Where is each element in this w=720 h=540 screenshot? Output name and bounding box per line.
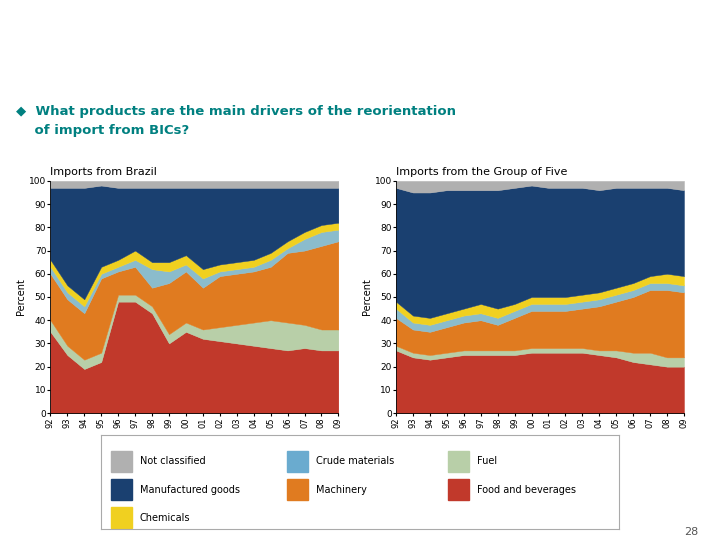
Bar (448, 451, 469, 471)
Bar (287, 451, 308, 471)
Text: Sector Composition of Reorientation: Sector Composition of Reorientation (13, 18, 500, 43)
Y-axis label: Percent: Percent (362, 279, 372, 315)
Text: 28: 28 (684, 527, 698, 537)
Text: of import from BICs?: of import from BICs? (16, 124, 189, 137)
Text: Machinery: Machinery (316, 484, 366, 495)
Bar (448, 479, 469, 500)
Text: Imports from the Group of Five: Imports from the Group of Five (396, 167, 567, 177)
Text: Food and beverages: Food and beverages (477, 484, 576, 495)
Bar (111, 508, 132, 528)
Y-axis label: Percent: Percent (17, 279, 26, 315)
Text: Not classified: Not classified (140, 456, 205, 466)
Text: Crude materials: Crude materials (316, 456, 394, 466)
Bar (287, 479, 308, 500)
Text: ◆  What products are the main drivers of the reorientation: ◆ What products are the main drivers of … (16, 105, 456, 118)
Text: Fuel: Fuel (477, 456, 497, 466)
Bar (111, 451, 132, 471)
Text: Manufactured goods: Manufactured goods (140, 484, 240, 495)
Text: Chemicals: Chemicals (140, 513, 190, 523)
Bar (111, 479, 132, 500)
Text: Imports from Brazil: Imports from Brazil (50, 167, 157, 177)
